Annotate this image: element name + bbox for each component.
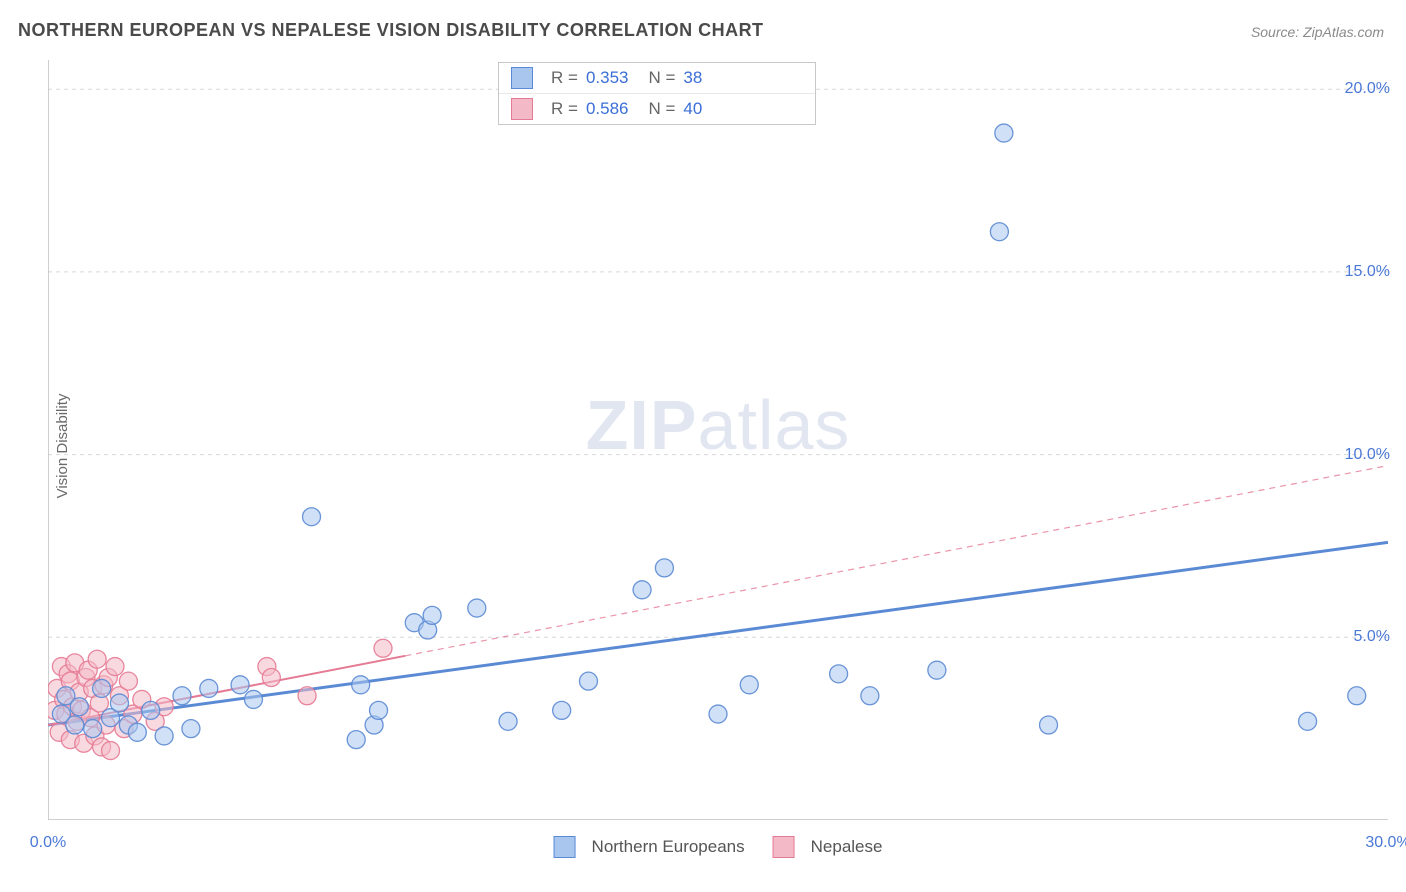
stats-legend-box: R = 0.353 N = 38 R = 0.586 N = 40 xyxy=(498,62,816,125)
legend-label: Nepalese xyxy=(811,837,883,857)
stats-legend-row: R = 0.586 N = 40 xyxy=(499,93,815,124)
legend-item: Nepalese xyxy=(773,836,883,858)
stat-label-n: N = xyxy=(648,68,675,88)
legend-swatch xyxy=(554,836,576,858)
stats-legend-row: R = 0.353 N = 38 xyxy=(499,63,815,93)
legend-label: Northern Europeans xyxy=(592,837,745,857)
chart-svg xyxy=(48,60,1388,820)
stat-value-r: 0.353 xyxy=(586,68,629,88)
stat-value-r: 0.586 xyxy=(586,99,629,119)
y-tick-label: 5.0% xyxy=(1354,628,1390,646)
source-credit: Source: ZipAtlas.com xyxy=(1251,24,1384,40)
legend-swatch xyxy=(773,836,795,858)
stat-label-r: R = xyxy=(551,99,578,119)
stat-value-n: 38 xyxy=(683,68,702,88)
stat-value-n: 40 xyxy=(683,99,702,119)
legend-item: Northern Europeans xyxy=(554,836,745,858)
chart-title: NORTHERN EUROPEAN VS NEPALESE VISION DIS… xyxy=(18,20,764,41)
stat-label-n: N = xyxy=(648,99,675,119)
stat-label-r: R = xyxy=(551,68,578,88)
x-tick-label: 0.0% xyxy=(30,834,66,852)
series-legend: Northern Europeans Nepalese xyxy=(554,836,883,858)
y-tick-label: 10.0% xyxy=(1345,446,1390,464)
legend-swatch xyxy=(511,67,533,89)
x-tick-label: 30.0% xyxy=(1365,834,1406,852)
y-tick-label: 20.0% xyxy=(1345,80,1390,98)
chart-plot-area: ZIPatlas 5.0%10.0%15.0%20.0%0.0%30.0%R =… xyxy=(48,60,1388,820)
legend-swatch xyxy=(511,98,533,120)
y-tick-label: 15.0% xyxy=(1345,263,1390,281)
